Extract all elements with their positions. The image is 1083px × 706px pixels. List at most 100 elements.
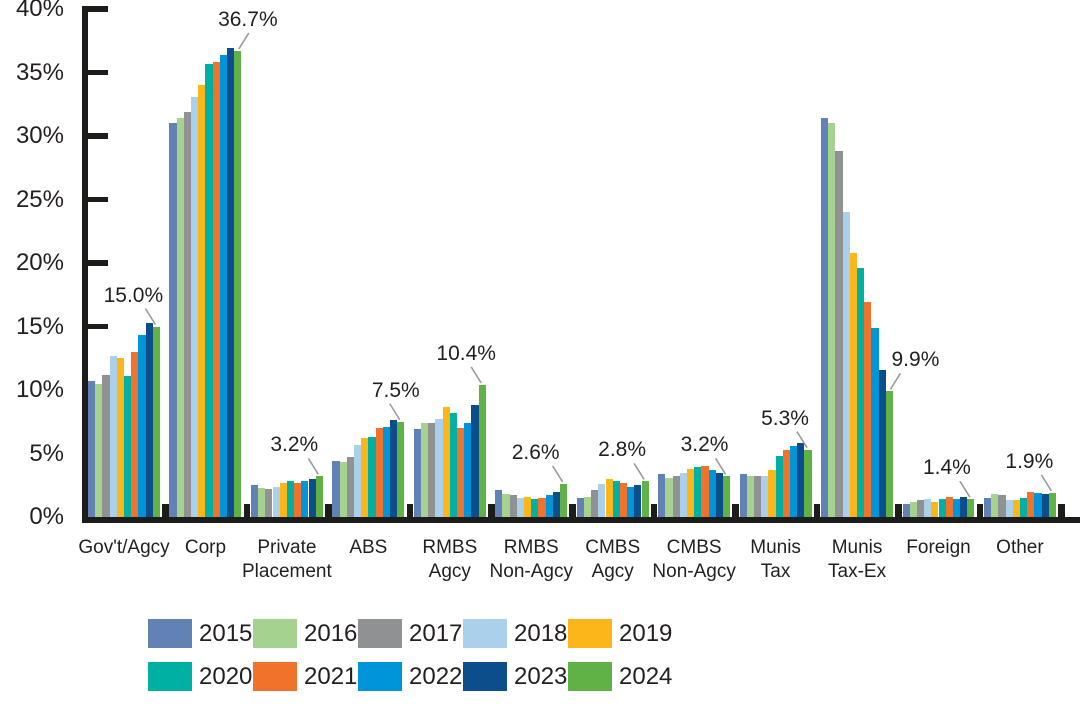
- bar-2018-munis-tax: [761, 476, 769, 517]
- bar-2022-other: [1034, 492, 1042, 517]
- data-label-2024: 15.0%: [103, 283, 164, 307]
- bar-2019-rmbs-non-agcy: [524, 496, 532, 517]
- bar-2021-gov-t-agcy: [131, 351, 139, 517]
- bar-2021-munis-tax-ex: [864, 302, 872, 517]
- bar-2017-corp: [183, 111, 192, 517]
- legend-item-2023: 2023: [463, 662, 567, 691]
- bar-2017-gov-t-agcy: [102, 374, 110, 517]
- bar-2023-rmbs-agcy: [471, 405, 479, 517]
- bar-2022-foreign: [952, 499, 961, 517]
- y-axis-tick-label: 35%: [15, 58, 64, 86]
- bar-2023-other: [1041, 494, 1049, 517]
- data-label-2024: 2.6%: [511, 440, 560, 464]
- bar-2018-gov-t-agcy: [109, 355, 117, 517]
- legend-swatch-2020: [148, 662, 192, 691]
- bar-2021-munis-tax: [782, 449, 790, 517]
- bar-2015-abs: [332, 461, 340, 517]
- bar-2020-foreign: [938, 499, 946, 517]
- legend-swatch-2023: [463, 662, 507, 691]
- bar-2016-abs: [339, 462, 347, 517]
- callout-leader-line: [1040, 474, 1053, 492]
- legend-item-2017: 2017: [358, 619, 462, 648]
- bar-2015-other: [983, 497, 992, 517]
- bar-2024-rmbs-non-agcy: [560, 483, 568, 517]
- data-label-2024: 3.2%: [270, 433, 319, 457]
- bar-2023-munis-tax: [797, 443, 805, 517]
- x-axis-group-tick: [488, 504, 495, 517]
- bar-2015-cmbs-agcy: [576, 497, 584, 517]
- callout-leader-line: [633, 463, 645, 480]
- y-axis-line: [82, 6, 88, 520]
- bar-2016-rmbs-non-agcy: [502, 494, 510, 517]
- bar-2018-rmbs-non-agcy: [516, 497, 525, 517]
- bar-2024-foreign: [967, 499, 975, 517]
- bar-2023-munis-tax-ex: [878, 369, 886, 517]
- bar-2021-rmbs-non-agcy: [538, 497, 546, 517]
- bar-2024-cmbs-non-agcy: [722, 476, 731, 517]
- bar-2016-cmbs-non-agcy: [665, 477, 673, 517]
- bar-2018-rmbs-agcy: [435, 419, 443, 517]
- bar-2024-munis-tax-ex: [885, 391, 894, 517]
- bar-2021-cmbs-non-agcy: [701, 466, 709, 517]
- x-axis-category-label: CMBS Non-Agcy: [652, 537, 736, 582]
- bar-2024-cmbs-agcy: [641, 481, 649, 517]
- data-label-2024: 9.9%: [891, 348, 940, 372]
- bar-2018-cmbs-agcy: [598, 483, 606, 517]
- legend-label-2015: 2015: [199, 619, 253, 647]
- bar-2020-rmbs-agcy: [449, 412, 457, 517]
- legend-label-2019: 2019: [619, 619, 673, 647]
- data-label-2024: 2.8%: [598, 438, 647, 462]
- legend-item-2021: 2021: [253, 662, 357, 691]
- bar-2022-abs: [382, 426, 390, 517]
- y-axis-tick-label: 0%: [29, 503, 64, 530]
- data-label-2024: 7.5%: [371, 378, 420, 402]
- legend-item-2020: 2020: [148, 662, 252, 691]
- bar-2017-rmbs-agcy: [428, 423, 436, 517]
- callout-leader-line: [551, 465, 564, 483]
- legend-swatch-2017: [358, 619, 402, 648]
- bar-2020-other: [1019, 497, 1028, 517]
- data-label-2024: 1.4%: [922, 456, 971, 480]
- y-axis-tick-mark: [82, 69, 108, 76]
- bar-2019-foreign: [931, 501, 939, 517]
- bar-2015-munis-tax-ex: [821, 118, 829, 517]
- bar-2017-abs: [346, 457, 354, 517]
- bar-2018-abs: [353, 444, 362, 517]
- callout-leader-line: [889, 372, 902, 390]
- legend-item-2019: 2019: [568, 619, 672, 648]
- bar-2015-gov-t-agcy: [88, 381, 96, 517]
- legend-item-2015: 2015: [148, 619, 252, 648]
- bar-2024-gov-t-agcy: [152, 326, 160, 517]
- y-axis-tick-mark: [82, 260, 108, 266]
- bar-2021-cmbs-agcy: [619, 482, 628, 517]
- bar-2015-corp: [169, 123, 177, 517]
- x-axis-group-tick: [732, 504, 739, 517]
- bar-2021-abs: [375, 428, 383, 517]
- bar-2019-cmbs-agcy: [605, 478, 613, 517]
- legend-swatch-2019: [568, 619, 612, 648]
- bar-2015-foreign: [902, 504, 910, 517]
- legend-item-2022: 2022: [358, 662, 462, 691]
- legend-label-2024: 2024: [619, 662, 673, 690]
- legend-label-2023: 2023: [514, 662, 568, 690]
- legend-item-2016: 2016: [253, 619, 357, 648]
- y-axis-tick-mark: [82, 6, 108, 12]
- y-axis-tick-label: 15%: [15, 312, 64, 340]
- bar-2017-foreign: [916, 500, 925, 517]
- bar-2015-rmbs-agcy: [413, 429, 421, 517]
- bar-2023-cmbs-non-agcy: [715, 472, 723, 517]
- legend-label-2022: 2022: [409, 662, 463, 690]
- x-axis-category-label: RMBS Non-Agcy: [489, 537, 573, 582]
- bar-2022-private-placement: [301, 481, 309, 517]
- bar-2019-corp: [198, 85, 206, 517]
- bar-2017-cmbs-non-agcy: [672, 476, 680, 517]
- bar-2022-cmbs-agcy: [627, 486, 635, 517]
- data-label-2024: 36.7%: [218, 7, 278, 31]
- x-axis-category-label: Munis Tax-Ex: [828, 537, 887, 582]
- bar-2016-corp: [176, 118, 184, 517]
- legend-swatch-2024: [568, 662, 612, 691]
- x-axis-group-tick: [569, 504, 576, 517]
- bar-2015-rmbs-non-agcy: [495, 490, 503, 517]
- bar-2018-corp: [191, 96, 199, 517]
- legend-label-2016: 2016: [304, 619, 358, 647]
